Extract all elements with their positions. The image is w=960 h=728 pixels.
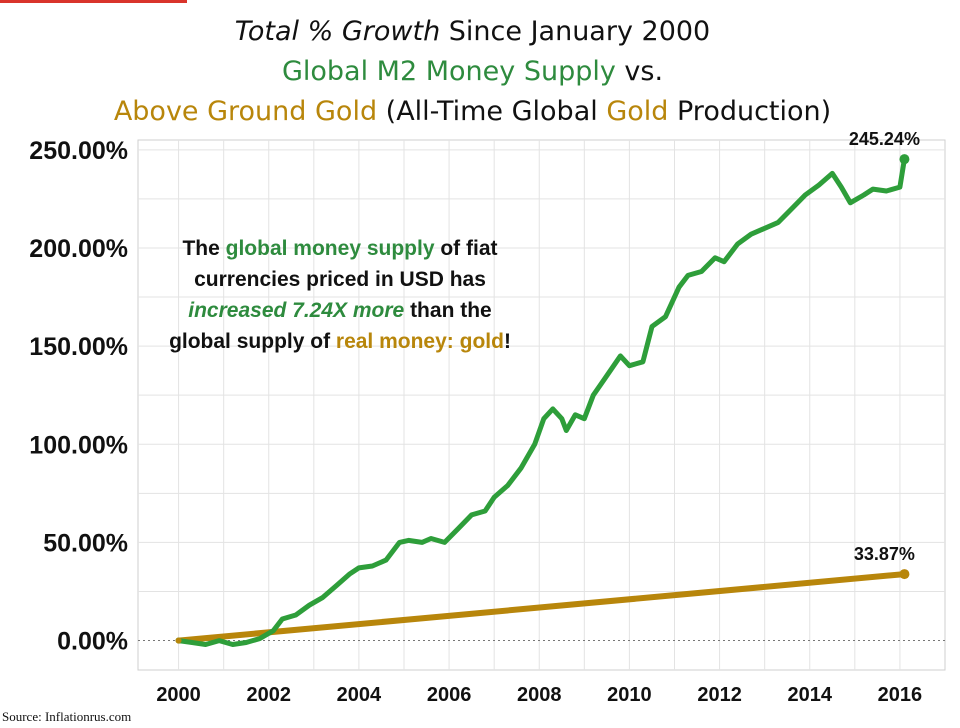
annotation-increase: increased 7.24X more	[188, 299, 405, 322]
x-tick-label: 2008	[517, 684, 562, 706]
title-production-end: Production)	[668, 96, 832, 127]
annotation-text-2: of fiat currencies priced in USD has	[194, 237, 498, 291]
x-tick-label: 2010	[607, 684, 652, 706]
annotation-text-1: The	[182, 237, 226, 260]
x-tick-label: 2014	[787, 684, 832, 706]
title-gold-text: Above Ground Gold	[113, 96, 378, 127]
gold-end-label: 33.87%	[854, 544, 915, 564]
title-vs-text: vs.	[615, 56, 664, 87]
y-tick-label: 250.00%	[29, 137, 128, 165]
x-tick-label: 2016	[878, 684, 923, 706]
y-tick-label: 150.00%	[29, 333, 128, 361]
gold-start-point	[175, 637, 182, 644]
title-line-1: Total % Growth Since January 2000	[0, 12, 945, 52]
y-tick-label: 200.00%	[29, 235, 128, 263]
x-tick-label: 2002	[246, 684, 291, 706]
title-line-2: Global M2 Money Supply vs.	[0, 52, 945, 92]
title-m2-text: Global M2 Money Supply	[281, 56, 616, 87]
chart-title: Total % Growth Since January 2000 Global…	[0, 12, 945, 132]
x-tick-label: 2012	[697, 684, 742, 706]
annotation-real-money: real money: gold	[335, 330, 504, 353]
m2-series-line	[176, 156, 907, 647]
m2-end-point	[899, 154, 910, 165]
gold-series-line	[175, 571, 908, 644]
y-tick-label: 100.00%	[29, 431, 128, 459]
title-line-3: Above Ground Gold (All-Time Global Gold …	[0, 92, 945, 132]
gold-end-point	[899, 569, 910, 580]
red-accent-strip	[0, 0, 187, 3]
title-italic-text: Total % Growth	[234, 16, 441, 47]
x-tick-label: 2004	[337, 684, 382, 706]
title-production-text: (All-Time Global	[377, 96, 607, 127]
x-tick-label: 2000	[156, 684, 201, 706]
chart-annotation: The global money supply of fiat currenci…	[160, 233, 520, 357]
source-note: Source: Inflationrus.com	[2, 709, 132, 724]
annotation-text-3: than the global supply of	[169, 299, 492, 353]
m2-end-label: 245.24%	[849, 129, 920, 149]
plot-area	[137, 139, 946, 671]
y-tick-label: 0.00%	[57, 628, 128, 656]
y-tick-label: 50.00%	[43, 529, 128, 557]
annotation-text-4: !	[503, 330, 511, 353]
title-rest-text: Since January 2000	[440, 16, 711, 47]
x-tick-label: 2006	[427, 684, 472, 706]
annotation-money-supply: global money supply	[225, 237, 435, 260]
title-gold-word: Gold	[606, 96, 669, 127]
